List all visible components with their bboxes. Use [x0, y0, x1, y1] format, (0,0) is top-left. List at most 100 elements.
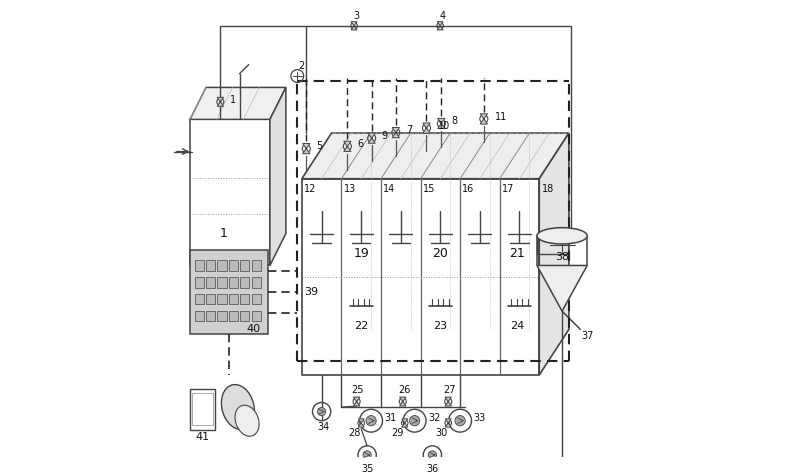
Text: 12: 12	[304, 184, 317, 194]
Circle shape	[356, 401, 358, 402]
Polygon shape	[344, 146, 351, 152]
Polygon shape	[446, 419, 451, 423]
Bar	[229, 311, 238, 321]
Text: 24: 24	[510, 321, 524, 331]
Bar	[240, 311, 250, 321]
Text: 4: 4	[439, 11, 446, 21]
Bar	[206, 278, 215, 287]
Polygon shape	[437, 26, 443, 30]
Bar	[302, 179, 539, 375]
Text: 29: 29	[392, 428, 404, 438]
Bar	[206, 261, 215, 270]
Text: 36: 36	[426, 464, 438, 472]
Polygon shape	[423, 128, 430, 133]
Bar	[190, 250, 268, 334]
Bar	[252, 311, 261, 321]
Circle shape	[426, 127, 427, 129]
Polygon shape	[437, 22, 443, 26]
Text: 18: 18	[542, 184, 554, 194]
Text: 1: 1	[220, 227, 227, 240]
Polygon shape	[399, 402, 406, 406]
Text: 26: 26	[398, 385, 410, 395]
Text: 9: 9	[382, 131, 388, 141]
Bar	[240, 261, 250, 270]
Text: 14: 14	[383, 184, 395, 194]
Text: 39: 39	[304, 287, 318, 297]
Circle shape	[448, 401, 449, 402]
Polygon shape	[351, 26, 357, 30]
Text: 22: 22	[354, 321, 368, 331]
Circle shape	[410, 415, 420, 426]
Circle shape	[371, 137, 373, 139]
Bar	[240, 278, 250, 287]
Circle shape	[366, 415, 376, 426]
Polygon shape	[270, 87, 286, 265]
Polygon shape	[445, 402, 451, 406]
Polygon shape	[217, 102, 223, 106]
Circle shape	[346, 145, 348, 147]
Polygon shape	[358, 419, 364, 423]
Bar	[206, 294, 215, 304]
Polygon shape	[392, 127, 399, 133]
Circle shape	[361, 422, 362, 423]
Text: 23: 23	[434, 321, 447, 331]
Polygon shape	[402, 419, 408, 423]
Circle shape	[404, 422, 406, 423]
Polygon shape	[368, 133, 375, 138]
Bar	[240, 294, 250, 304]
Text: 8: 8	[451, 116, 458, 126]
Polygon shape	[399, 397, 406, 402]
Bar	[218, 278, 226, 287]
Polygon shape	[445, 397, 451, 402]
Polygon shape	[368, 138, 375, 143]
Circle shape	[220, 101, 221, 102]
Text: 15: 15	[423, 184, 435, 194]
Bar	[252, 261, 261, 270]
Text: 1: 1	[230, 94, 237, 104]
Text: 34: 34	[318, 421, 330, 431]
Text: 33: 33	[474, 413, 486, 423]
Circle shape	[439, 25, 441, 26]
Text: 10: 10	[438, 121, 450, 131]
Circle shape	[306, 148, 307, 149]
Text: 25: 25	[352, 385, 364, 395]
Bar	[194, 261, 204, 270]
Bar	[252, 278, 261, 287]
Bar	[194, 294, 204, 304]
Bar	[194, 311, 204, 321]
Bar	[206, 311, 215, 321]
Ellipse shape	[537, 228, 587, 244]
Bar	[229, 261, 238, 270]
Circle shape	[402, 401, 403, 402]
Bar	[229, 294, 238, 304]
Text: 16: 16	[462, 184, 474, 194]
Circle shape	[428, 451, 437, 459]
Polygon shape	[539, 133, 569, 375]
Polygon shape	[302, 133, 569, 179]
Polygon shape	[480, 114, 487, 119]
Polygon shape	[537, 265, 587, 311]
Ellipse shape	[222, 385, 254, 430]
Bar	[190, 389, 215, 430]
Polygon shape	[392, 133, 399, 138]
Bar	[192, 393, 213, 425]
Text: 17: 17	[502, 184, 514, 194]
Polygon shape	[217, 97, 223, 102]
Polygon shape	[446, 423, 451, 427]
Bar	[194, 278, 204, 287]
Text: 3: 3	[354, 11, 359, 21]
Text: 19: 19	[354, 247, 369, 260]
Circle shape	[318, 407, 326, 416]
Text: 27: 27	[443, 385, 456, 395]
Circle shape	[363, 451, 371, 459]
Text: 38: 38	[555, 252, 569, 261]
Text: 2: 2	[298, 61, 305, 71]
Circle shape	[395, 132, 397, 134]
Polygon shape	[302, 143, 310, 149]
Text: 32: 32	[428, 413, 441, 423]
Polygon shape	[480, 119, 487, 124]
Polygon shape	[402, 423, 408, 427]
Text: 20: 20	[432, 247, 448, 260]
Text: 35: 35	[361, 464, 374, 472]
Text: 30: 30	[435, 428, 447, 438]
